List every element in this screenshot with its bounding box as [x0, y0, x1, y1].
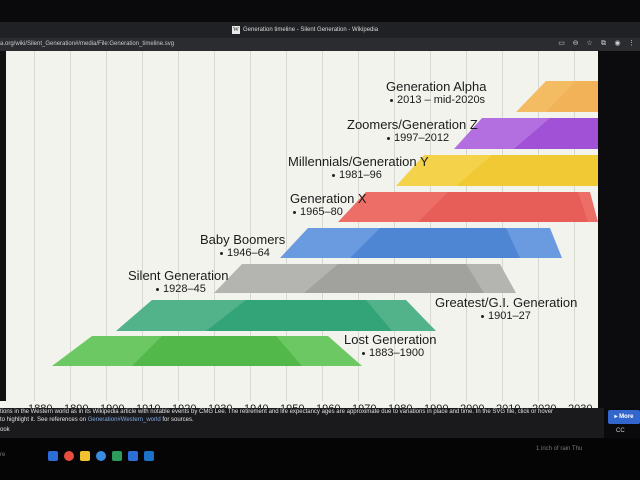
caption-link[interactable]: Generation#Western_world [87, 417, 161, 423]
start-icon[interactable] [48, 451, 58, 461]
chrome-icon[interactable] [96, 451, 106, 461]
viewer-left-margin [0, 51, 6, 408]
extensions-icon[interactable]: ⧉ [601, 40, 606, 47]
label-generation-x: Generation X 1965–80 [290, 191, 367, 218]
band-lost-generation[interactable] [52, 336, 362, 367]
window-titlebar: W Generation timeline - Silent Generatio… [0, 22, 640, 38]
label-silent-generation: Silent Generation 1928–45 [128, 268, 229, 295]
band-generation-alpha[interactable] [506, 81, 598, 113]
band-generation-x[interactable] [338, 192, 598, 223]
share-icon[interactable]: ⊖ [572, 40, 579, 47]
caption-line-3: ook [0, 427, 10, 433]
label-millennials: Millennials/Generation Y 1981–96 [288, 154, 429, 181]
outlook-icon[interactable] [144, 451, 154, 461]
word-icon[interactable] [128, 451, 138, 461]
excel-icon[interactable] [112, 451, 122, 461]
label-lost-generation: Lost Generation 1883–1900 [344, 332, 437, 359]
profile-icon[interactable]: ◉ [614, 40, 621, 47]
label-generation-alpha: Generation Alpha 2013 – mid-2020s [386, 79, 487, 106]
caption-line-1: tions in the Western world as in its Wik… [0, 409, 554, 415]
band-millennials[interactable] [396, 155, 598, 187]
license-icon[interactable]: CC [616, 428, 625, 434]
band-silent-generation[interactable] [214, 264, 516, 294]
more-details-button[interactable]: ▸ More [608, 410, 640, 424]
label-generation-z: Zoomers/Generation Z 1997–2012 [347, 117, 478, 144]
app-icon[interactable] [64, 451, 74, 461]
star-icon[interactable]: ☆ [586, 40, 593, 47]
menu-icon[interactable]: ⋮ [628, 40, 635, 47]
caption-line-2: to highlight it. See references on Gener… [0, 417, 194, 423]
file-explorer-icon[interactable] [80, 451, 90, 461]
band-generation-z[interactable] [454, 118, 598, 150]
image-caption: tions in the Western world as in its Wik… [0, 408, 604, 438]
taskbar-search[interactable]: re [0, 452, 6, 458]
window-title: Generation timeline - Silent Generation … [243, 27, 379, 33]
taskbar [0, 438, 640, 480]
band-baby-boomers[interactable] [280, 228, 562, 259]
band-greatest-generation[interactable] [116, 300, 436, 332]
weather-status[interactable]: 1 inch of rain Thu [536, 446, 583, 452]
reader-icon[interactable]: ▭ [558, 40, 565, 47]
timeline-image[interactable]: Generation Alpha 2013 – mid-2020s Zoomer… [6, 51, 598, 408]
address-bar[interactable]: a.org/wiki/Silent_Generation#/media/File… [0, 38, 640, 51]
wikipedia-icon: W [232, 26, 240, 34]
url-text[interactable]: a.org/wiki/Silent_Generation#/media/File… [0, 41, 175, 47]
label-baby-boomers: Baby Boomers 1946–64 [200, 232, 286, 259]
viewer-right-margin [598, 51, 640, 408]
label-greatest-generation: Greatest/G.I. Generation 1901–27 [435, 295, 578, 322]
